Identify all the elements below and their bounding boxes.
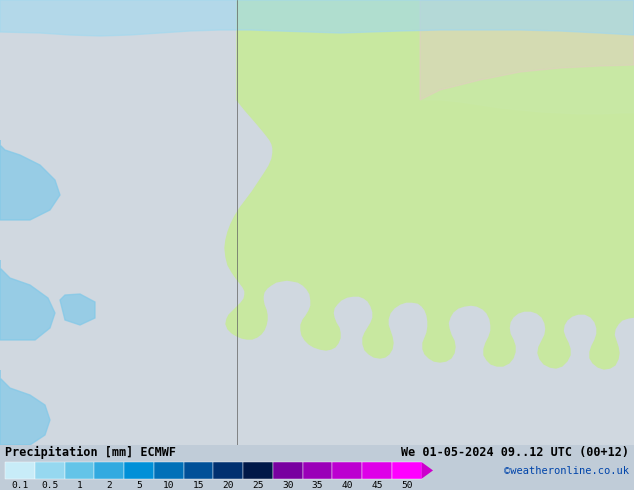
Bar [184, 462, 213, 479]
Polygon shape [422, 462, 433, 479]
Polygon shape [0, 140, 60, 220]
Text: 2: 2 [107, 482, 112, 490]
Bar [35, 462, 65, 479]
Polygon shape [420, 0, 634, 114]
Bar [124, 462, 154, 479]
Bar [332, 462, 362, 479]
Bar [154, 462, 184, 479]
Polygon shape [0, 260, 55, 340]
Text: 45: 45 [372, 482, 383, 490]
Text: We 01-05-2024 09..12 UTC (00+12): We 01-05-2024 09..12 UTC (00+12) [401, 446, 629, 459]
Text: 35: 35 [312, 482, 323, 490]
Text: Precipitation [mm] ECMWF: Precipitation [mm] ECMWF [5, 446, 176, 460]
Polygon shape [60, 294, 95, 325]
Bar [362, 462, 392, 479]
Text: 20: 20 [223, 482, 234, 490]
Text: 10: 10 [163, 482, 174, 490]
Bar [243, 462, 273, 479]
Polygon shape [420, 0, 634, 100]
Polygon shape [225, 0, 634, 369]
Bar [213, 462, 243, 479]
Text: 40: 40 [342, 482, 353, 490]
Text: 25: 25 [252, 482, 264, 490]
Text: 5: 5 [136, 482, 142, 490]
Bar [65, 462, 94, 479]
Bar [94, 462, 124, 479]
Bar [5, 462, 35, 479]
Text: ©weatheronline.co.uk: ©weatheronline.co.uk [504, 466, 629, 476]
Bar [273, 462, 302, 479]
Text: 30: 30 [282, 482, 294, 490]
Text: 15: 15 [193, 482, 204, 490]
Bar [392, 462, 422, 479]
Polygon shape [0, 370, 50, 445]
Text: 1: 1 [77, 482, 82, 490]
Text: 0.1: 0.1 [11, 482, 29, 490]
Text: 50: 50 [401, 482, 413, 490]
Bar [302, 462, 332, 479]
Polygon shape [0, 0, 634, 36]
Text: 0.5: 0.5 [41, 482, 58, 490]
